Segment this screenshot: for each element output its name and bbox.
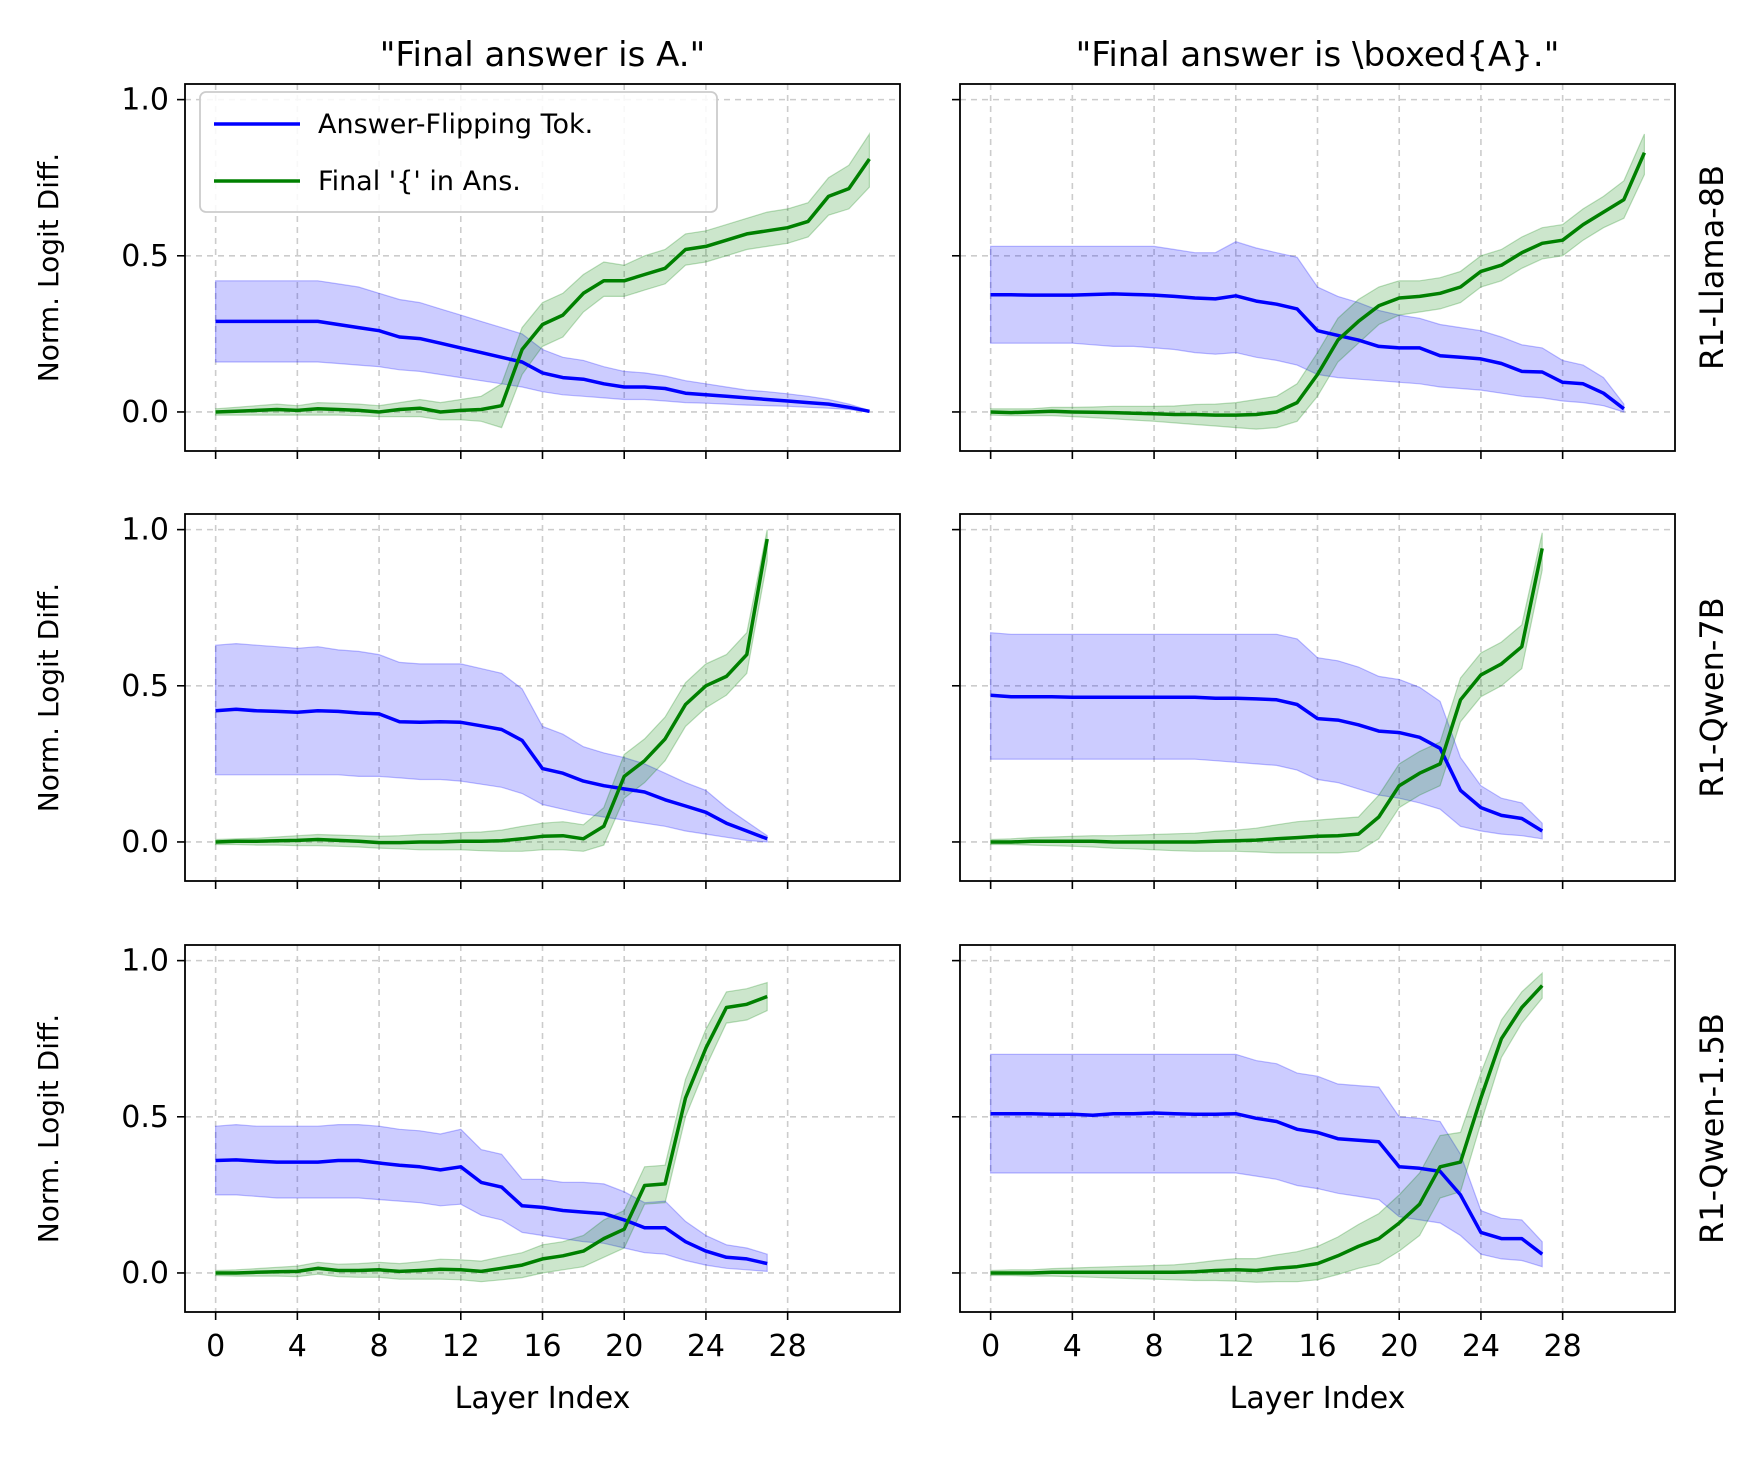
series-line-1 (215, 994, 768, 1275)
series-band-0 (990, 1053, 1543, 1268)
x-tick-label: 4 (288, 1329, 307, 1364)
x-tick-label: 4 (1063, 1329, 1082, 1364)
series-line-1 (215, 158, 871, 414)
x-tick-label: 8 (1145, 1329, 1164, 1364)
series-line-0 (990, 1111, 1544, 1256)
legend-box (199, 91, 718, 213)
x-tick-label: 0 (981, 1329, 1000, 1364)
series-line-0 (990, 693, 1544, 833)
panel-r2-c1: 0 4 8 12 16 20 24 28 Layer Index R1-Qwen-1.5B (952, 944, 1731, 1416)
series-band-1 (990, 971, 1543, 1283)
column-title: "Final answer is \boxed{A}." (1076, 35, 1560, 75)
plot-area (215, 131, 871, 429)
x-tick-label: 16 (523, 1329, 561, 1364)
series-band-1 (215, 981, 768, 1283)
plot-area (990, 971, 1544, 1283)
legend-label-1: Final '{' in Ans. (318, 166, 521, 197)
y-tick-label: 0.0 (121, 395, 169, 430)
x-tick-label: 24 (687, 1329, 725, 1364)
y-tick-label: 0.0 (121, 1256, 169, 1291)
x-tick-label: 28 (1544, 1329, 1582, 1364)
y-axis-label: Norm. Logit Diff. (32, 583, 65, 812)
series-band-0 (990, 632, 1543, 840)
panel-r1-c1: R1-Qwen-7B (952, 513, 1731, 889)
plot-area (215, 529, 769, 852)
panel-r0-c0: 0.0 0.5 1.0 Norm. Logit Diff. "Final answer … (32, 35, 901, 459)
x-tick-label: 20 (1380, 1329, 1418, 1364)
series-line-1 (215, 538, 769, 845)
row-label: R1-Qwen-1.5B (1693, 1013, 1731, 1244)
x-tick-label: 24 (1462, 1329, 1500, 1364)
x-tick-label: 12 (442, 1329, 480, 1364)
x-tick-label: 0 (206, 1329, 225, 1364)
legend: Answer-Flipping Tok. Final '{' in Ans. (199, 91, 718, 213)
row-label: R1-Qwen-7B (1693, 597, 1731, 798)
series-band-1 (990, 532, 1543, 854)
series-line-0 (215, 1158, 768, 1266)
plot-area (215, 981, 768, 1283)
x-tick-label: 28 (769, 1329, 807, 1364)
x-tick-label: 12 (1217, 1329, 1255, 1364)
grid (185, 514, 900, 881)
series-band-0 (215, 280, 870, 413)
series-band-0 (215, 642, 768, 843)
y-tick-label: 0.5 (121, 239, 169, 274)
series-line-1 (990, 151, 1647, 417)
y-tick-label: 0.5 (121, 669, 169, 704)
row-label: R1-Llama-8B (1693, 165, 1731, 370)
y-tick-label: 1.0 (121, 944, 169, 979)
series-line-0 (215, 707, 768, 841)
panel-r1-c0: 0.0 0.5 1.0 Norm. Logit Diff. (32, 513, 901, 889)
legend-label-0: Answer-Flipping Tok. (318, 109, 593, 140)
series-line-0 (990, 292, 1625, 411)
series-line-0 (215, 319, 870, 414)
panel-r2-c0: 0.0 0.5 1.0 Norm. Logit Diff. 0 4 8 12 16 20 24 28 L… (32, 944, 901, 1416)
series-band-0 (215, 1123, 768, 1273)
x-axis-label: Layer Index (455, 1381, 631, 1416)
series-band-0 (990, 241, 1625, 413)
grid (960, 84, 1675, 451)
chart-root: 0.0 0.5 1.0 Norm. Logit Diff. "Final answer … (32, 35, 1731, 1416)
grid (960, 945, 1675, 1312)
x-tick-label: 8 (370, 1329, 389, 1364)
y-tick-label: 0.0 (121, 825, 169, 860)
series-band-1 (215, 131, 870, 429)
x-tick-label: 16 (1298, 1329, 1336, 1364)
grid (960, 514, 1675, 881)
series-line-1 (990, 548, 1544, 844)
series-band-1 (990, 133, 1645, 430)
column-title: "Final answer is A." (380, 35, 706, 75)
plot-area (990, 532, 1544, 854)
y-tick-label: 1.0 (121, 83, 169, 118)
plot-area (990, 133, 1647, 430)
series-line-1 (990, 984, 1544, 1275)
y-axis-label: Norm. Logit Diff. (32, 153, 65, 382)
x-tick-label: 20 (605, 1329, 643, 1364)
grid (185, 945, 900, 1312)
panel-r0-c1: "Final answer is \boxed{A}." R1-Llama-8B (952, 35, 1731, 459)
x-axis-label: Layer Index (1230, 1381, 1406, 1416)
y-tick-label: 0.5 (121, 1100, 169, 1135)
y-axis-label: Norm. Logit Diff. (32, 1014, 65, 1243)
y-tick-label: 1.0 (121, 513, 169, 548)
